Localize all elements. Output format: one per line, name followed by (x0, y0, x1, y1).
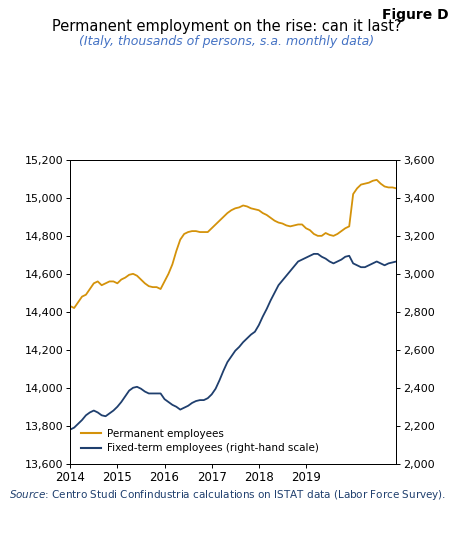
Legend: Permanent employees, Fixed-term employees (right-hand scale): Permanent employees, Fixed-term employee… (75, 424, 324, 458)
Text: Permanent employment on the rise: can it last?: Permanent employment on the rise: can it… (52, 19, 401, 34)
Text: (Italy, thousands of persons, s.a. monthly data): (Italy, thousands of persons, s.a. month… (79, 35, 374, 47)
Text: $\it{Source}$: Centro Studi Confindustria calculations on ISTAT data (Labor Forc: $\it{Source}$: Centro Studi Confindustri… (9, 488, 446, 502)
Text: Figure D: Figure D (382, 8, 448, 22)
